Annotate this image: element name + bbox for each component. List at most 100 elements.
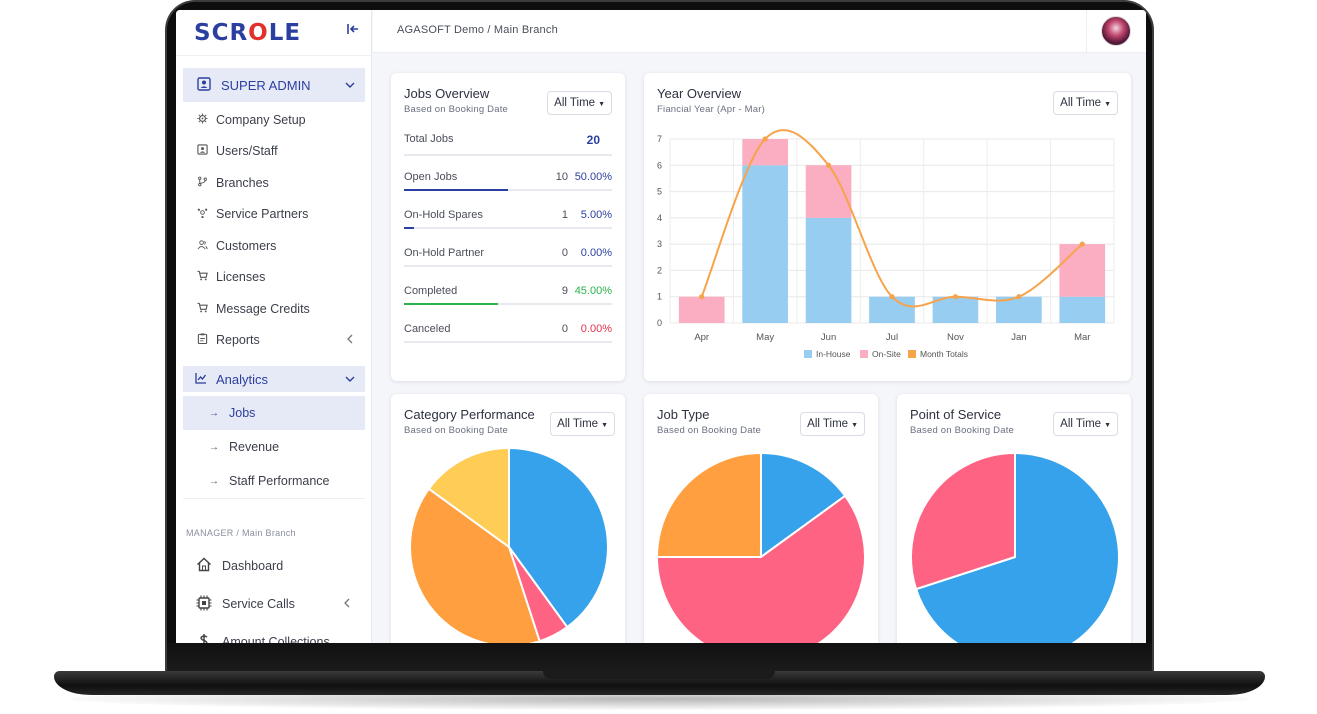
x-tick-label: May: [756, 332, 774, 343]
x-tick-label: Nov: [947, 332, 964, 343]
sidebar-subitem-label: Revenue: [229, 440, 280, 454]
sidebar-item-branches[interactable]: Branches: [183, 167, 365, 199]
caret-down-icon: ▼: [1104, 422, 1111, 429]
sidebar-subitem-jobs[interactable]: → Jobs: [183, 396, 365, 430]
user-card-icon: [196, 144, 208, 158]
point-of-service-filter[interactable]: All Time ▼: [1053, 412, 1118, 436]
analytics-header[interactable]: Analytics: [183, 366, 365, 392]
pie-slice-0[interactable]: [914, 451, 1120, 643]
jobs-overview-card: Jobs Overview Based on Booking Date All …: [391, 73, 625, 381]
sidebar-item-label: Service Partners: [216, 207, 309, 222]
x-tick-label: Jan: [1011, 332, 1026, 343]
pie-slice-1[interactable]: [910, 451, 1016, 591]
caret-down-icon: ▼: [601, 422, 608, 429]
breadcrumb[interactable]: AGASOFT Demo / Main Branch: [397, 24, 558, 36]
chevron-left-icon: [344, 597, 350, 611]
bar-onsite-mar[interactable]: [1059, 244, 1106, 297]
y-tick-label: 2: [657, 265, 662, 275]
stat-label: Open Jobs: [404, 171, 458, 183]
app-screen: SCROLE SUPER ADMIN Company Setup Users/St…: [176, 10, 1146, 643]
sidebar-item-customers[interactable]: Customers: [183, 230, 365, 262]
sidebar-item-dashboard[interactable]: Dashboard: [196, 554, 356, 578]
bar-inhouse-nov[interactable]: [932, 296, 979, 323]
legend-label: Month Totals: [920, 349, 968, 359]
bar-onsite-may[interactable]: [742, 139, 788, 166]
sidebar-item-service-calls[interactable]: Service Calls: [196, 592, 356, 616]
sidebar-subitem-revenue[interactable]: → Revenue: [183, 430, 365, 464]
bar-inhouse-may[interactable]: [742, 165, 788, 323]
bar-inhouse-jul[interactable]: [869, 296, 915, 323]
logo-row: SCROLE: [176, 10, 371, 56]
line-chart-icon: [195, 372, 207, 387]
category-performance-subtitle: Based on Booking Date: [404, 425, 509, 436]
pie-slice-2[interactable]: [655, 451, 762, 558]
sidebar-item-reports[interactable]: Reports: [183, 325, 365, 357]
jobs-overview-filter[interactable]: All Time ▼: [547, 91, 612, 115]
month-total-point-may[interactable]: [762, 136, 768, 142]
home-icon: [196, 557, 212, 575]
bar-onsite-jun[interactable]: [805, 165, 852, 218]
job-type-subtitle: Based on Booking Date: [657, 425, 762, 436]
sidebar-item-amount-collections[interactable]: Amount Collections: [196, 630, 356, 643]
pie-slice-3[interactable]: [427, 446, 510, 549]
super-admin-items: Company Setup Users/Staff Branches Service …: [183, 102, 365, 356]
month-total-point-jan[interactable]: [1016, 294, 1022, 300]
sidebar-item-company-setup[interactable]: Company Setup: [183, 104, 365, 136]
sidebar-item-users-staff[interactable]: Users/Staff: [183, 136, 365, 168]
bar-onsite-apr[interactable]: [678, 296, 725, 323]
logo[interactable]: SCROLE: [194, 19, 302, 46]
job-type-card: Job Type Based on Booking Date All Time ▼: [644, 394, 878, 643]
job-type-title: Job Type: [657, 407, 710, 422]
stat-percent: 0.00%: [580, 247, 612, 259]
sidebar-item-message-credits[interactable]: Message Credits: [183, 293, 365, 325]
topbar: AGASOFT Demo / Main Branch: [373, 10, 1146, 53]
stat-row-on-hold-partner: On-Hold Partner 0 0.00%: [404, 247, 612, 267]
pie-slice-2[interactable]: [409, 487, 541, 643]
stat-progress-track: [404, 341, 612, 343]
legend-swatch: [804, 350, 812, 358]
super-admin-label: SUPER ADMIN: [221, 77, 311, 93]
chevron-down-icon: [345, 79, 355, 91]
pie-slice-0[interactable]: [760, 451, 847, 559]
gear-icon: [196, 113, 208, 127]
year-overview-filter[interactable]: All Time ▼: [1053, 91, 1118, 115]
sidebar-item-label: Service Calls: [222, 597, 295, 611]
month-total-point-apr[interactable]: [699, 294, 705, 300]
month-total-point-mar[interactable]: [1079, 241, 1085, 247]
job-type-filter[interactable]: All Time ▼: [800, 412, 865, 436]
user-badge-icon: [197, 76, 211, 94]
super-admin-header[interactable]: SUPER ADMIN: [183, 68, 365, 102]
cart-icon: [196, 270, 208, 284]
bar-inhouse-mar[interactable]: [1059, 296, 1106, 323]
partners-icon: [196, 207, 208, 221]
bar-inhouse-jun[interactable]: [805, 217, 852, 323]
category-performance-title: Category Performance: [404, 407, 535, 422]
point-of-service-pie: [910, 451, 1120, 643]
month-total-point-jul[interactable]: [889, 294, 895, 300]
point-of-service-card: Point of Service Based on Booking Date A…: [897, 394, 1131, 643]
analytics-group: Analytics → Jobs → Revenue → Staff Performanc…: [183, 366, 365, 499]
pie-slice-1[interactable]: [655, 494, 866, 643]
sidebar-item-licenses[interactable]: Licenses: [183, 262, 365, 294]
y-tick-label: 5: [657, 187, 662, 197]
pie-slice-0[interactable]: [508, 446, 609, 629]
y-tick-label: 6: [657, 160, 662, 170]
stat-progress-track: [404, 189, 612, 191]
category-performance-filter[interactable]: All Time ▼: [550, 412, 615, 436]
avatar[interactable]: [1101, 16, 1131, 46]
stat-row-canceled: Canceled 0 0.00%: [404, 323, 612, 343]
laptop-notch: [543, 671, 775, 679]
collapse-sidebar-icon[interactable]: [344, 22, 362, 40]
customers-icon: [196, 239, 208, 253]
month-total-point-jun[interactable]: [825, 162, 832, 168]
sidebar-subitem-label: Staff Performance: [229, 474, 330, 488]
jobs-overview-title: Jobs Overview: [404, 86, 490, 101]
sidebar-subitem-staff-performance[interactable]: → Staff Performance: [183, 464, 365, 498]
sidebar-item-service-partners[interactable]: Service Partners: [183, 199, 365, 231]
stat-progress-fill: [404, 303, 498, 305]
stat-progress-track: [404, 227, 612, 229]
month-total-point-nov[interactable]: [952, 294, 959, 300]
stat-progress-track: [404, 265, 612, 267]
stat-percent: 50.00%: [574, 171, 612, 183]
